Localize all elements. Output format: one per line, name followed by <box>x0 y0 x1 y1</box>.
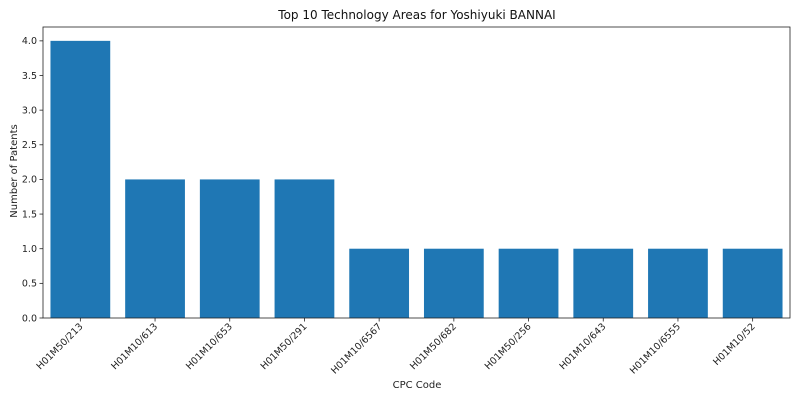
y-axis: 0.0 0.5 1.0 1.5 2.0 2.5 3.0 3.5 4.0 <box>22 36 43 324</box>
x-tick-label: H01M10/6555 <box>628 321 683 376</box>
x-tick-label: H01M50/213 <box>35 321 86 372</box>
x-tick-label: H01M10/6567 <box>329 321 384 376</box>
x-tick-label: H01M10/613 <box>109 321 160 372</box>
chart-title: Top 10 Technology Areas for Yoshiyuki BA… <box>277 8 555 22</box>
y-tick-label: 3.0 <box>22 105 37 116</box>
x-tick-label: H01M10/643 <box>558 321 609 372</box>
y-tick-label: 2.0 <box>22 175 37 186</box>
x-tick-label: H01M50/291 <box>259 321 310 372</box>
bar-h01m50-291 <box>275 179 335 318</box>
x-tick-label: H01M10/52 <box>711 321 758 368</box>
y-tick-label: 3.5 <box>22 71 37 82</box>
bar-h01m50-682 <box>424 249 484 318</box>
bar-h01m10-6555 <box>648 249 708 318</box>
y-axis-title: Number of Patents <box>9 124 20 217</box>
x-tick-label: H01M50/682 <box>408 321 459 372</box>
y-tick-label: 1.5 <box>22 209 37 220</box>
x-axis: H01M50/213 H01M10/613 H01M10/653 H01M50/291… <box>35 318 758 376</box>
y-tick-label: 0.5 <box>22 279 37 290</box>
bar-h01m10-643 <box>573 249 633 318</box>
bar-h01m50-256 <box>499 249 559 318</box>
bar-h01m10-6567 <box>349 249 409 318</box>
x-axis-title: CPC Code <box>393 380 442 391</box>
bar-h01m10-613 <box>125 179 185 318</box>
bars-group <box>50 41 782 318</box>
y-tick-label: 4.0 <box>22 36 37 47</box>
bar-h01m10-52 <box>723 249 783 318</box>
y-tick-label: 0.0 <box>22 313 37 324</box>
y-tick-label: 2.5 <box>22 140 37 151</box>
bar-h01m10-653 <box>200 179 260 318</box>
x-tick-label: H01M10/653 <box>184 321 235 372</box>
bar-h01m50-213 <box>50 41 110 318</box>
y-tick-label: 1.0 <box>22 244 37 255</box>
x-tick-label: H01M50/256 <box>483 321 534 372</box>
